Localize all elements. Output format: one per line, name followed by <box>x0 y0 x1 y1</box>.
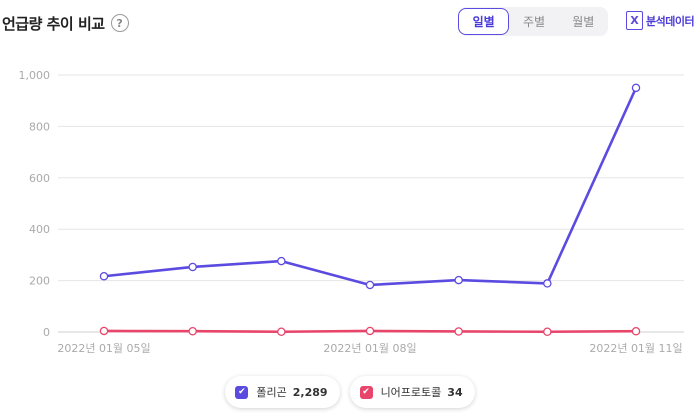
legend-item-polygon[interactable]: ✔ 폴리곤 2,289 <box>225 376 340 408</box>
data-point <box>365 326 375 336</box>
legend-count: 34 <box>447 385 463 399</box>
data-point <box>543 279 552 288</box>
tab-monthly[interactable]: 월별 <box>572 15 595 29</box>
excel-file-icon: X <box>626 11 643 30</box>
data-point <box>277 327 286 336</box>
analysis-data-button[interactable]: X 분석데이터 <box>626 11 695 30</box>
data-point <box>365 280 375 290</box>
legend-label: 니어프로토콜 <box>380 386 442 399</box>
series-line <box>103 87 638 287</box>
analysis-data-label: 분석데이터 <box>646 14 695 28</box>
chart-title: 언급량 추이 비교 <box>2 14 105 33</box>
data-point <box>99 326 109 336</box>
x-tick-label: 2022년 01월 11일 <box>589 341 682 355</box>
data-point <box>99 271 109 281</box>
data-point <box>188 262 197 272</box>
legend: ✔ 폴리곤 2,289 ✔ 니어프로토콜 34 <box>0 376 700 408</box>
tab-weekly[interactable]: 주별 <box>522 15 546 29</box>
y-tick-label: 600 <box>29 172 50 185</box>
data-point <box>631 326 641 336</box>
data-point <box>454 327 463 336</box>
legend-item-near-protocol[interactable]: ✔ 니어프로토콜 34 <box>349 376 475 408</box>
data-point <box>277 256 286 266</box>
question-circle-icon[interactable]: ? <box>110 14 129 32</box>
checkbox-checked-icon: ✔ <box>359 385 373 399</box>
data-point <box>543 327 552 336</box>
y-tick-label: 200 <box>29 275 50 288</box>
y-tick-label: 1,000 <box>19 69 51 82</box>
data-point <box>188 326 197 336</box>
title-row: 언급량 추이 비교 ? <box>2 10 129 36</box>
checkbox-checked-icon: ✔ <box>235 385 249 399</box>
period-tabs: 일별 주별 월별 <box>458 7 608 36</box>
mention-trend-chart: 0 200 400 600 800 1,000 2022년 01월 05일 2022년 01월… <box>19 69 684 355</box>
y-tick-label: 0 <box>43 326 50 339</box>
x-tick-label: 2022년 01월 05일 <box>57 341 150 355</box>
tab-daily[interactable]: 일별 <box>458 8 510 35</box>
y-tick-label: 800 <box>29 120 50 133</box>
data-point <box>631 83 641 93</box>
legend-label: 폴리곤 <box>256 386 287 399</box>
x-tick-label: 2022년 01월 08일 <box>323 341 416 355</box>
data-point <box>454 275 463 285</box>
y-tick-label: 400 <box>29 223 50 236</box>
legend-count: 2,289 <box>292 385 328 399</box>
